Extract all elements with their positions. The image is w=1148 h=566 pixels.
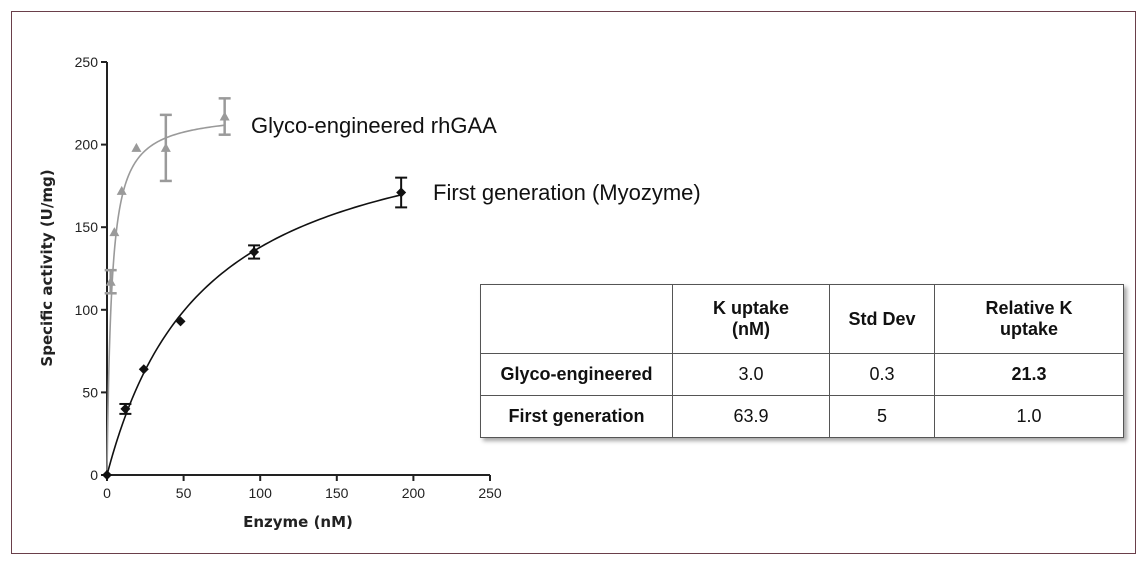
point-glyco xyxy=(116,185,127,195)
x-tick-label: 150 xyxy=(325,485,349,501)
k-uptake-cell: 3.0 xyxy=(672,353,830,396)
x-tick-label: 100 xyxy=(249,485,273,501)
point-first-gen xyxy=(120,403,131,414)
header-blank xyxy=(480,284,673,354)
chart-axes xyxy=(106,62,490,476)
y-tick-label: 0 xyxy=(90,467,98,483)
point-glyco xyxy=(160,142,171,152)
point-first-gen xyxy=(396,187,407,198)
y-tick-label: 200 xyxy=(75,137,99,153)
std-dev-cell: 0.3 xyxy=(829,353,935,396)
y-tick-label: 50 xyxy=(82,384,98,400)
header-k-uptake: K uptake (nM) xyxy=(672,284,830,354)
y-tick-label: 150 xyxy=(75,219,99,235)
fit-curve-first-gen xyxy=(106,194,402,476)
point-glyco xyxy=(219,111,230,121)
x-tick-label: 200 xyxy=(402,485,426,501)
fit-curve-glyco xyxy=(106,124,225,476)
point-first-gen xyxy=(138,364,149,375)
y-axis-title: Specific activity (U/mg) xyxy=(38,169,56,366)
relative-k-cell: 21.3 xyxy=(934,353,1124,396)
figure-frame xyxy=(11,11,1136,554)
x-tick-label: 250 xyxy=(478,485,502,501)
row-label: First generation xyxy=(480,395,673,438)
point-first-gen xyxy=(102,470,112,480)
x-ticks: 0 50 100 150 200 250 xyxy=(103,475,502,501)
k-uptake-cell: 63.9 xyxy=(672,395,830,438)
y-ticks: 0 50 100 150 200 250 xyxy=(75,54,107,483)
x-axis-title: Enzyme (nM) xyxy=(243,513,353,531)
table-row: Glyco-engineered 3.0 0.3 21.3 xyxy=(480,353,1124,396)
point-glyco xyxy=(109,227,120,237)
row-label: Glyco-engineered xyxy=(480,353,673,396)
series-label-first-gen: First generation (Myozyme) xyxy=(433,180,701,205)
std-dev-cell: 5 xyxy=(829,395,935,438)
point-first-gen xyxy=(175,316,186,327)
relative-k-cell: 1.0 xyxy=(934,395,1124,438)
x-tick-label: 50 xyxy=(176,485,192,501)
y-tick-label: 100 xyxy=(75,302,99,318)
data-points xyxy=(102,111,407,480)
x-tick-label: 0 xyxy=(103,485,111,501)
y-tick-label: 250 xyxy=(75,54,99,70)
series-label-glyco: Glyco-engineered rhGAA xyxy=(251,113,497,138)
header-std-dev: Std Dev xyxy=(829,284,935,354)
point-first-gen xyxy=(249,246,260,257)
fit-curves xyxy=(106,124,402,476)
point-glyco xyxy=(105,276,116,286)
table-row: First generation 63.9 5 1.0 xyxy=(480,395,1124,438)
point-glyco xyxy=(131,142,142,152)
